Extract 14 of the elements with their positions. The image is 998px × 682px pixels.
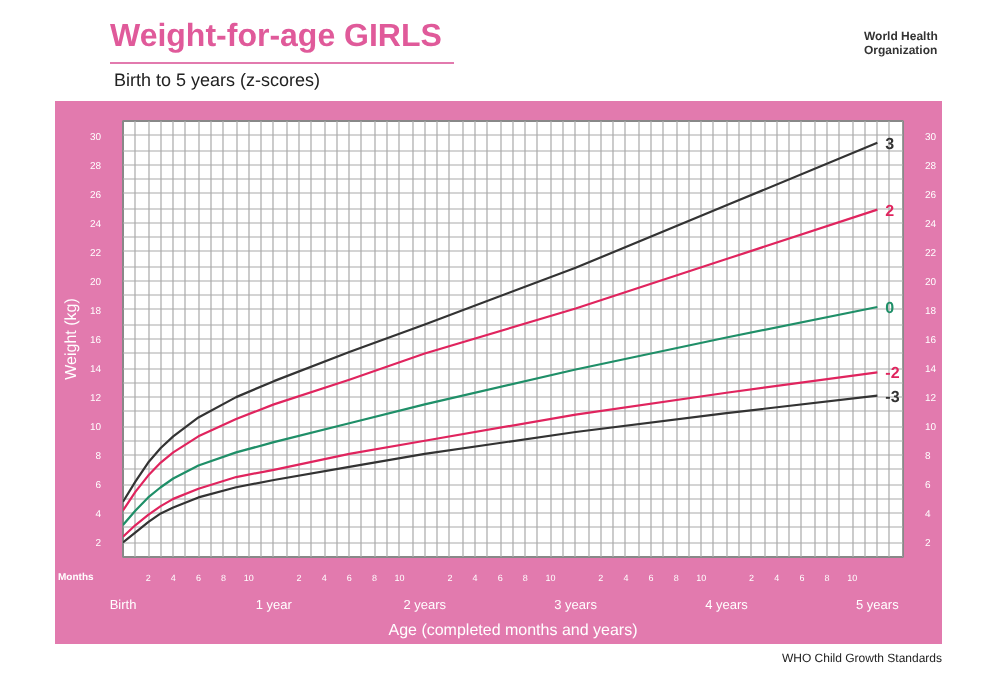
chart-title: Weight-for-age GIRLS	[110, 16, 454, 64]
line-series	[123, 208, 879, 512]
line-series	[123, 141, 879, 503]
x-axis-title: Age (completed months and years)	[388, 621, 639, 639]
series-label: 2	[885, 201, 896, 220]
line-series	[123, 394, 879, 544]
line-series	[123, 305, 879, 527]
chart-subtitle: Birth to 5 years (z-scores)	[114, 68, 321, 94]
series-label: -3	[885, 387, 901, 406]
line-series	[123, 371, 879, 538]
y-axis-title: Weight (kg)	[61, 297, 80, 380]
series-label: -2	[885, 364, 901, 383]
series-label: 0	[885, 299, 896, 318]
series-label: 3	[885, 134, 896, 153]
